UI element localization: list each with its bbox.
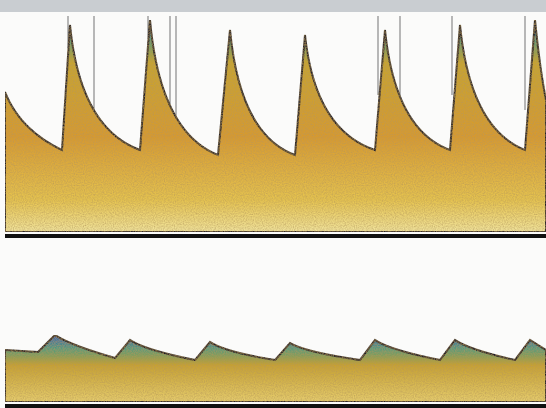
lower-spectrum bbox=[4, 333, 546, 403]
lower-baseline bbox=[5, 404, 546, 408]
upper-spectrum bbox=[4, 19, 546, 233]
top-bar bbox=[0, 0, 546, 12]
upper-baseline bbox=[5, 234, 546, 238]
